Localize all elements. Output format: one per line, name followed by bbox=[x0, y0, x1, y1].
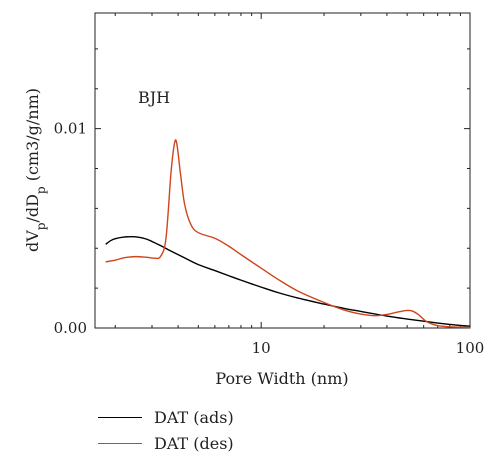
legend-item-des: DAT (des) bbox=[98, 430, 234, 456]
legend-item-ads: DAT (ads) bbox=[98, 404, 234, 430]
y-tick-label: 0.00 bbox=[54, 319, 87, 337]
x-tick-label: 100 bbox=[456, 339, 485, 357]
series-group bbox=[105, 139, 471, 329]
x-tick-label: 10 bbox=[252, 339, 271, 357]
series-line-des bbox=[105, 139, 471, 329]
plot-frame bbox=[94, 12, 471, 329]
series-line-ads bbox=[105, 235, 471, 327]
ticks: 10 100 0.00 0.01 bbox=[54, 13, 485, 357]
chart-annotation: BJH bbox=[138, 88, 170, 107]
legend-label-des: DAT (des) bbox=[154, 433, 234, 453]
y-axis-title: dVp/dDp (cm3/g/nm) bbox=[23, 88, 48, 252]
y-tick-label: 0.01 bbox=[54, 120, 87, 138]
legend-swatch-des bbox=[98, 442, 142, 444]
legend: DAT (ads) DAT (des) bbox=[98, 404, 234, 456]
legend-swatch-ads bbox=[98, 416, 142, 418]
x-axis-title: Pore Width (nm) bbox=[215, 369, 348, 388]
legend-label-ads: DAT (ads) bbox=[154, 407, 234, 427]
